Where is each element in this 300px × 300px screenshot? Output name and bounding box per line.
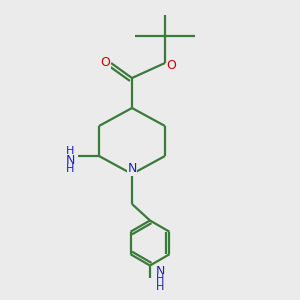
Text: N: N [127,162,137,175]
Text: N: N [66,154,75,167]
Text: H: H [156,281,165,292]
Text: H: H [66,164,75,175]
Text: O: O [167,59,176,73]
Text: H: H [66,146,75,157]
Text: O: O [101,56,110,70]
Text: H: H [156,274,165,284]
Text: N: N [156,265,165,278]
